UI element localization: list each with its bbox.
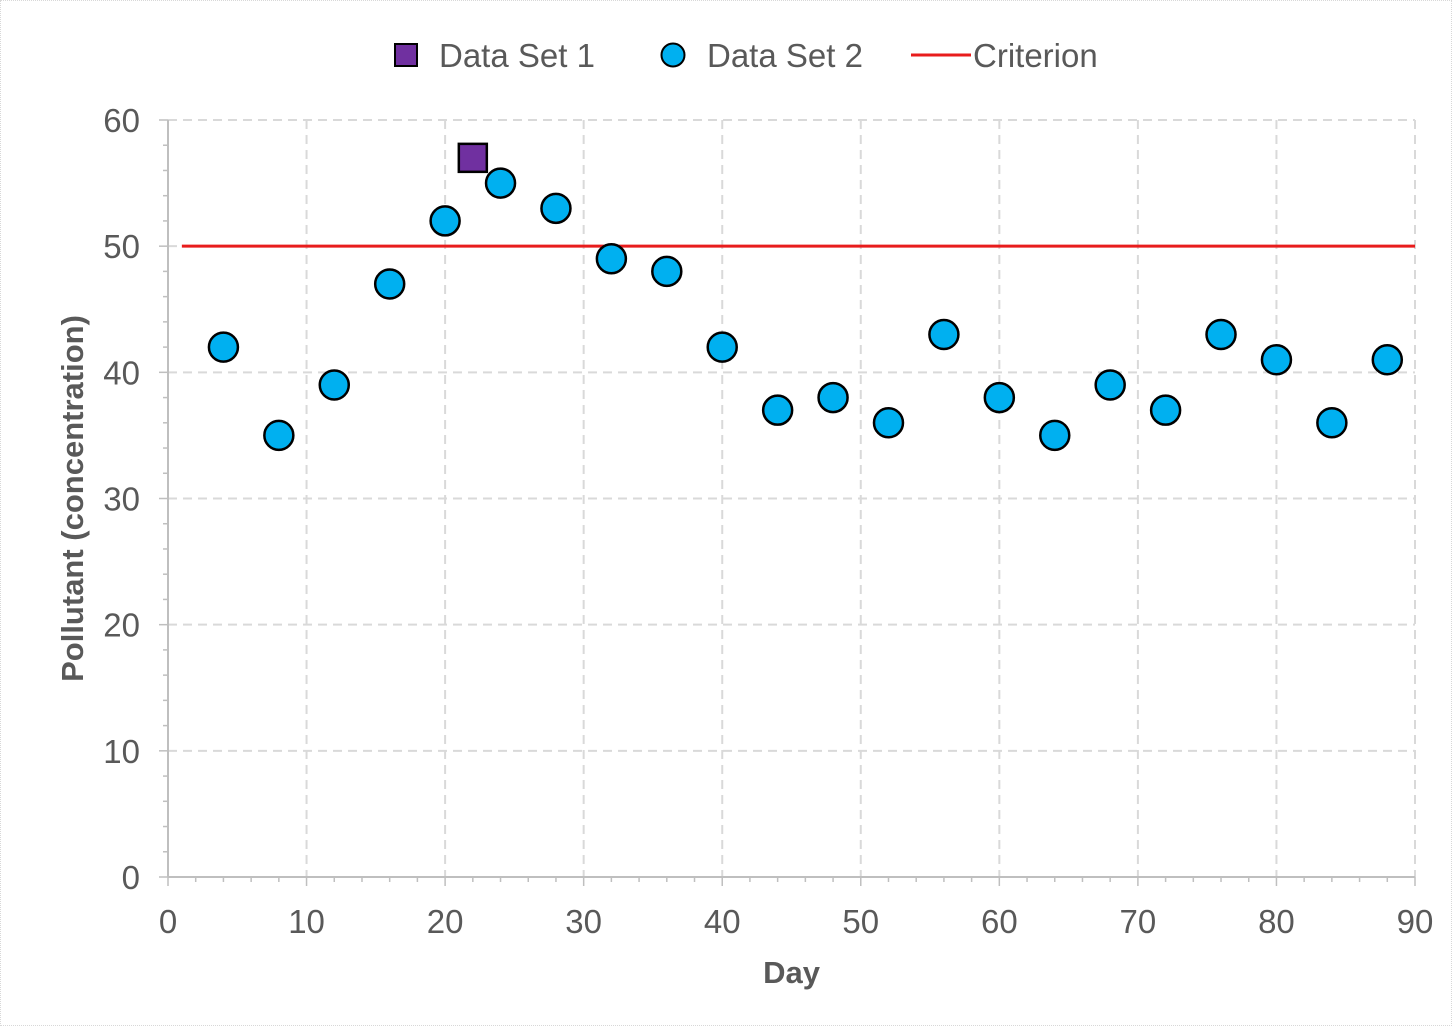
data-set-2-point xyxy=(983,381,1016,414)
y-tick-label: 40 xyxy=(103,354,140,391)
data-set-2-point xyxy=(928,318,960,351)
data-set-2-point xyxy=(429,205,461,237)
legend-circle-icon xyxy=(660,42,686,68)
x-tick-label: 90 xyxy=(1397,903,1434,940)
data-points xyxy=(207,142,1404,452)
data-set-2-point xyxy=(1260,343,1293,376)
x-tick-label: 10 xyxy=(288,903,325,940)
x-axis-title: Day xyxy=(763,955,821,990)
y-tick-label: 30 xyxy=(103,481,140,518)
data-set-2-point xyxy=(540,192,572,225)
x-tick-label: 20 xyxy=(427,903,464,940)
y-axis-title: Pollutant (concentration) xyxy=(55,315,90,682)
y-tick-label: 50 xyxy=(103,228,140,265)
data-set-2-point xyxy=(207,331,240,363)
data-set-2-point xyxy=(1039,419,1071,452)
data-set-2-point xyxy=(872,407,905,439)
x-tick-label: 70 xyxy=(1120,903,1157,940)
gridlines xyxy=(168,119,1416,877)
legend-label: Criterion xyxy=(973,37,1098,74)
y-tick-label: 10 xyxy=(103,733,140,770)
x-tick-label: 40 xyxy=(704,903,741,940)
x-tick-label: 50 xyxy=(842,903,879,940)
data-set-2-point xyxy=(318,369,351,401)
data-set-2-point xyxy=(1371,343,1404,376)
legend-label: Data Set 1 xyxy=(439,37,595,74)
data-set-2-point xyxy=(1316,407,1348,439)
x-tick-label: 0 xyxy=(159,903,177,940)
x-tick-label: 80 xyxy=(1258,903,1295,940)
data-set-2-point xyxy=(651,255,683,288)
legend-square-icon xyxy=(394,43,418,67)
x-tick-label: 30 xyxy=(565,903,602,940)
axes xyxy=(159,119,1416,886)
y-tick-label: 60 xyxy=(103,102,140,139)
y-tick-label: 0 xyxy=(122,859,140,896)
data-set-2-point xyxy=(761,394,794,426)
data-set-2-point xyxy=(817,381,849,414)
y-tick-label: 20 xyxy=(103,607,140,644)
x-tick-label: 60 xyxy=(981,903,1018,940)
data-set-2-point xyxy=(1149,394,1182,426)
legend-label: Data Set 2 xyxy=(707,37,863,74)
data-set-2-point xyxy=(1094,369,1126,401)
data-set-2-point xyxy=(484,167,517,199)
data-set-2-point xyxy=(595,243,628,275)
legend: Data Set 1 Data Set 2 Criterion xyxy=(394,37,1098,74)
tick-labels: 0 10 20 30 40 50 60 70 80 90 0 10 20 30 40 50 60 xyxy=(103,102,1433,940)
data-set-2-point xyxy=(263,419,295,452)
data-set-2-point xyxy=(1205,318,1237,351)
data-set-2-point xyxy=(373,268,406,300)
data-set-1-point xyxy=(457,142,489,174)
data-set-2-point xyxy=(706,331,738,363)
